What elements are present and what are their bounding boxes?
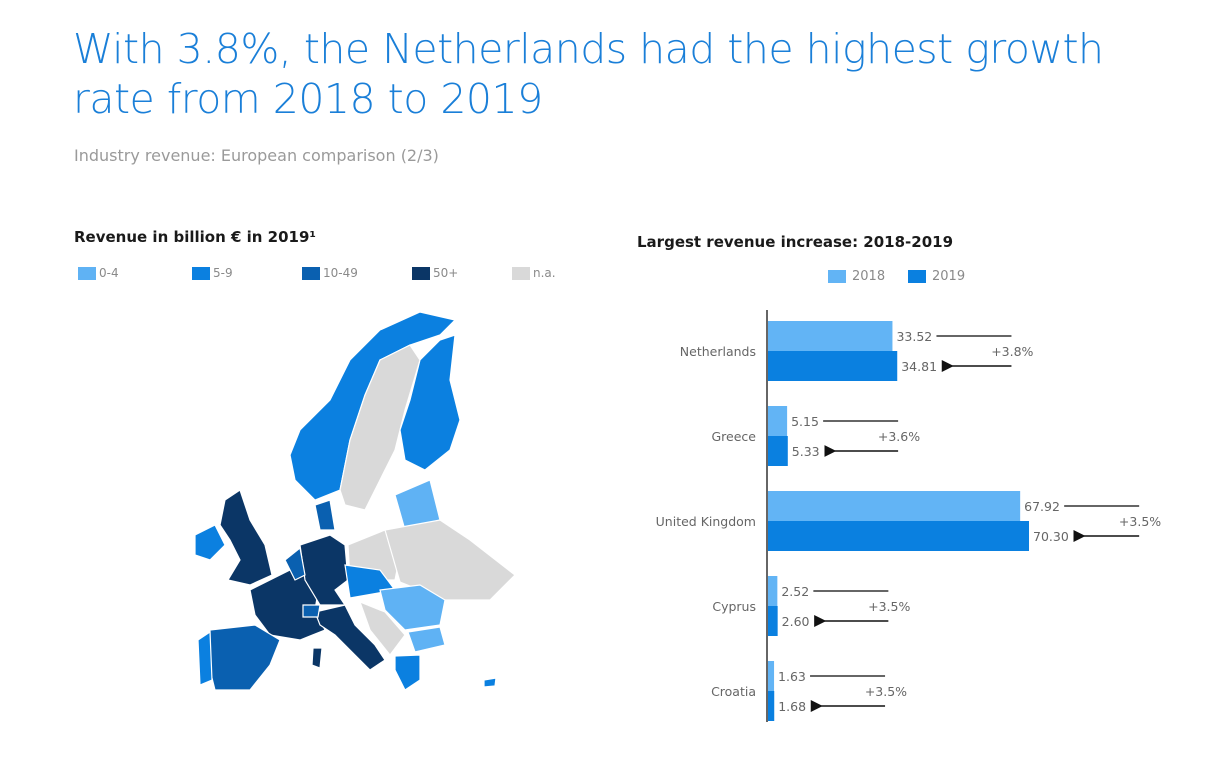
region-sardinia: [311, 647, 323, 669]
map-legend-item: 50+: [412, 266, 458, 280]
legend-label: 5-9: [213, 266, 233, 280]
map-legend-item: 5-9: [192, 266, 233, 280]
data-label: 1.63: [778, 669, 806, 684]
bar-2018: [768, 321, 893, 351]
region-benelux: [284, 546, 306, 581]
growth-label: +3.5%: [1119, 514, 1161, 529]
region-ireland: [194, 524, 226, 561]
data-label: 70.30: [1033, 529, 1069, 544]
region-bulgaria: [407, 626, 446, 653]
map-legend-item: 0-4: [78, 266, 119, 280]
legend-swatch: [828, 270, 846, 283]
legend-label: 50+: [433, 266, 459, 280]
bar-2018: [768, 576, 778, 606]
category-label: Greece: [712, 429, 757, 444]
growth-label: +3.8%: [991, 344, 1033, 359]
region-denmark: [314, 499, 336, 531]
chart-legend-item: 2018: [828, 269, 885, 284]
data-label: 2.60: [782, 614, 810, 629]
bar-2018: [768, 661, 775, 691]
growth-label: +3.6%: [878, 429, 920, 444]
region-greece: [394, 654, 421, 691]
category-label: Netherlands: [680, 344, 756, 359]
page-subtitle: Industry revenue: European comparison (2…: [74, 146, 439, 165]
legend-label: 10-49: [323, 266, 358, 280]
legend-swatch: [78, 266, 96, 280]
bar-2019: [768, 691, 775, 721]
growth-label: +3.5%: [865, 684, 907, 699]
growth-label: +3.5%: [868, 599, 910, 614]
region-italy: [314, 604, 386, 671]
map-title: Revenue in billion € in 2019¹: [74, 228, 316, 246]
region-eastern-europe: [384, 519, 516, 601]
category-label: United Kingdom: [656, 514, 756, 529]
bar-2019: [768, 351, 898, 381]
bar-2018: [768, 491, 1021, 521]
legend-swatch: [192, 266, 210, 280]
legend-swatch: [512, 266, 530, 280]
data-label: 1.68: [778, 699, 806, 714]
category-label: Croatia: [711, 684, 756, 699]
legend-label: 0-4: [99, 266, 119, 280]
region-portugal: [197, 630, 213, 686]
data-label: 67.92: [1024, 499, 1060, 514]
region-uk: [219, 489, 273, 586]
chart-title: Largest revenue increase: 2018-2019: [637, 233, 954, 251]
region-germany: [299, 534, 349, 606]
data-label: 5.33: [792, 444, 820, 459]
legend-label: 2019: [932, 269, 966, 284]
data-label: 2.52: [781, 584, 809, 599]
bar-2019: [768, 606, 778, 636]
region-finland: [399, 334, 461, 471]
region-hungary-romania: [379, 584, 446, 631]
data-label: 5.15: [791, 414, 819, 429]
map-legend-item: 10-49: [302, 266, 358, 280]
bar-2019: [768, 521, 1029, 551]
bar-2018: [768, 406, 788, 436]
bar-2019: [768, 436, 788, 466]
page-title: With 3.8%, the Netherlands had the highe…: [73, 25, 1104, 123]
legend-label: 2018: [852, 269, 886, 284]
region-balkans: [358, 600, 406, 656]
map-legend-item: n.a.: [512, 266, 556, 280]
region-switzerland: [302, 604, 321, 618]
region-norway: [289, 311, 457, 501]
category-label: Cyprus: [712, 599, 756, 614]
data-label: 34.81: [901, 359, 937, 374]
region-cyprus: [483, 677, 497, 688]
legend-swatch: [908, 270, 926, 283]
legend-swatch: [302, 266, 320, 280]
legend-swatch: [412, 266, 430, 280]
region-sweden: [339, 344, 421, 511]
data-label: 33.52: [896, 329, 932, 344]
chart-legend-item: 2019: [908, 269, 965, 284]
legend-label: n.a.: [533, 266, 556, 280]
